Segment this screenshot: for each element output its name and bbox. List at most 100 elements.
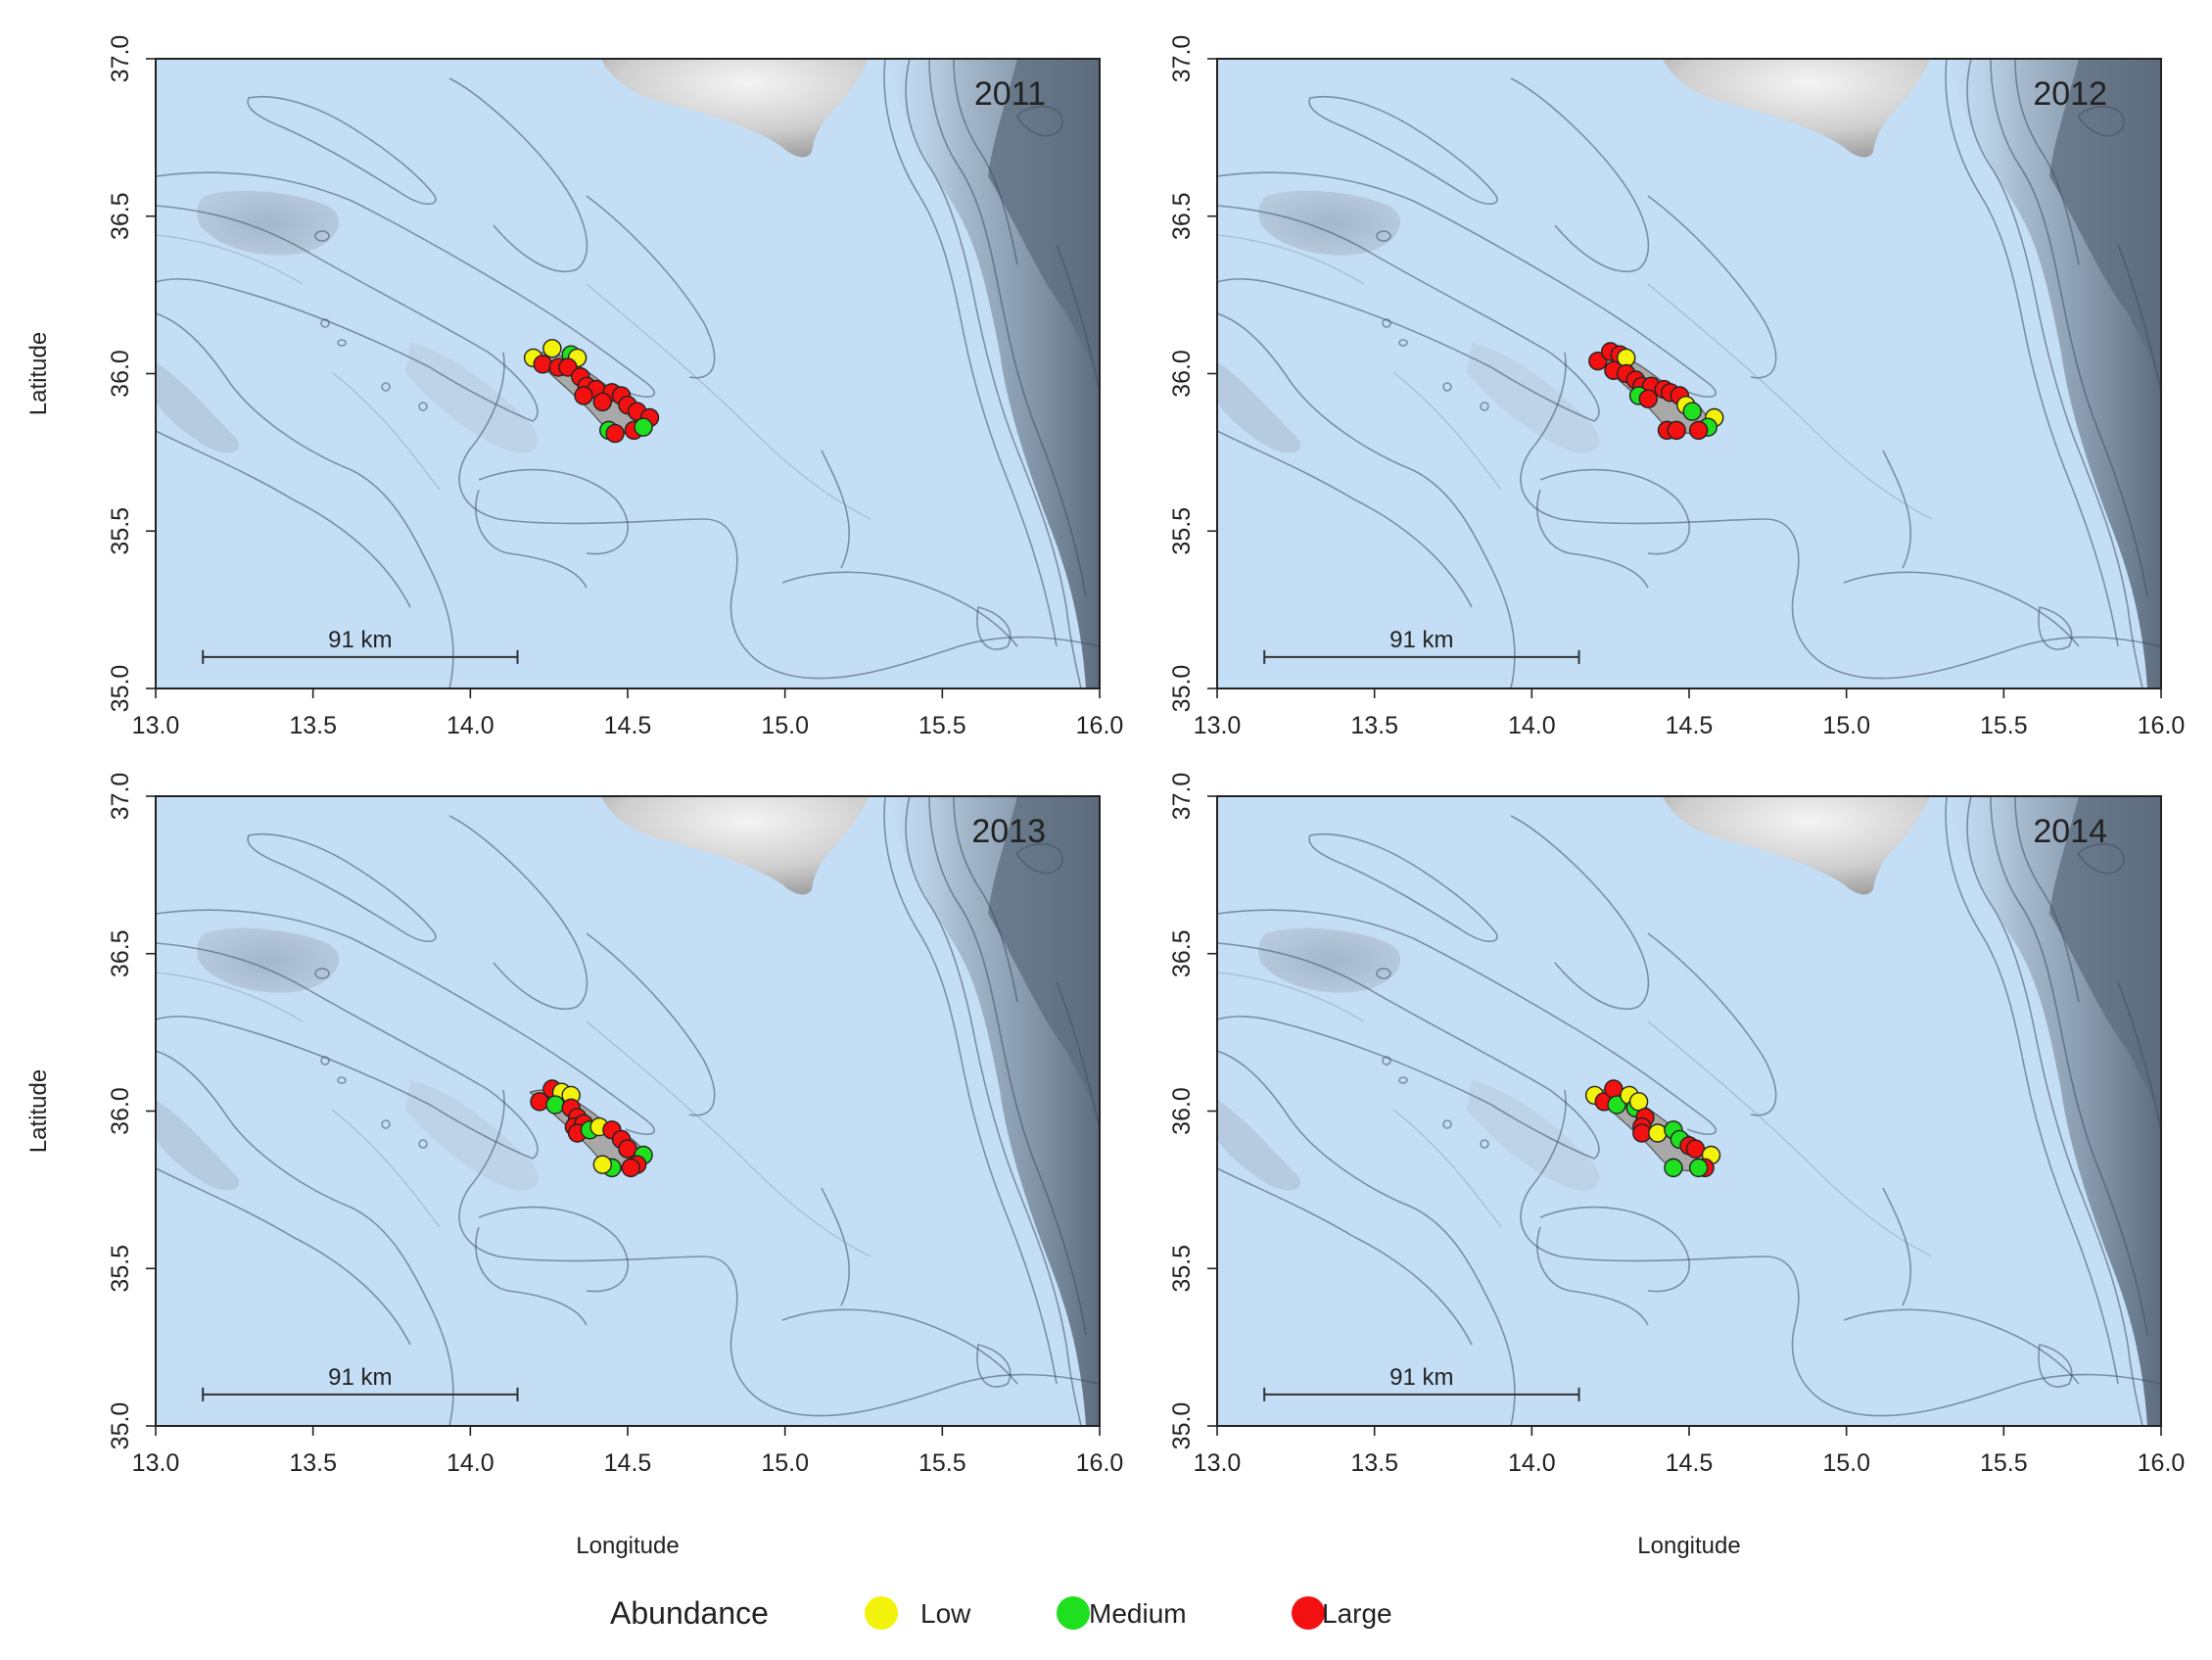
y-tick-label: 35.5 xyxy=(107,507,134,555)
y-tick-label: 36.5 xyxy=(107,192,134,240)
point-large xyxy=(1604,1079,1624,1099)
point-large xyxy=(592,392,612,412)
point-medium xyxy=(1682,402,1702,421)
map-panel-2014: 91 km 2014 13.0 13.5 14.0 14.5 15.0 15.5 16.0 35.… xyxy=(1168,773,2185,1559)
map-panel-2012: 91 km 2012 13.0 13.5 14.0 14.5 15.0 15.5 16.0 35.… xyxy=(1168,35,2185,739)
y-tick-label: 35.5 xyxy=(1168,1245,1196,1293)
point-large xyxy=(1638,389,1658,408)
y-tick-label: 35.5 xyxy=(107,1245,134,1293)
x-tick-label: 15.0 xyxy=(1822,1449,1870,1477)
point-medium xyxy=(1664,1158,1683,1178)
y-tick-label: 37.0 xyxy=(1168,773,1196,821)
map-panel-2011: 91 km 2011 13.0 13.5 14.0 14.5 15.0 15.5 16.0 35.… xyxy=(25,35,1123,739)
y-axis-title: Latitude xyxy=(25,1069,52,1153)
point-low xyxy=(592,1155,612,1174)
x-tick-label: 13.0 xyxy=(1194,712,1242,739)
legend-item-large: Large xyxy=(1292,1596,1392,1630)
point-medium xyxy=(545,1095,565,1115)
point-large xyxy=(1632,1123,1652,1143)
point-large xyxy=(1588,351,1608,371)
scale-bar: 91 km xyxy=(202,627,519,664)
x-tick-label: 16.0 xyxy=(1076,712,1124,739)
point-low xyxy=(1648,1123,1668,1143)
map-panel-2013: 91 km 2013 13.0 13.5 14.0 14.5 15.0 15.5 16.0 35.… xyxy=(25,773,1123,1559)
x-tick-label: 15.5 xyxy=(1980,1449,2028,1477)
x-tick-label: 15.5 xyxy=(1980,712,2028,739)
y-tick-label: 36.5 xyxy=(1168,929,1196,977)
point-medium xyxy=(1607,1095,1626,1115)
scale-bar-label: 91 km xyxy=(1389,1364,1453,1391)
x-tick-label: 16.0 xyxy=(2138,712,2186,739)
y-tick-label: 35.0 xyxy=(107,1402,134,1450)
x-tick-label: 14.5 xyxy=(1666,1449,1714,1477)
y-axis-title: Latitude xyxy=(25,332,52,415)
point-large xyxy=(605,423,625,444)
point-large xyxy=(1685,1139,1706,1159)
scale-bar-label: 91 km xyxy=(328,627,392,653)
point-large xyxy=(558,357,578,377)
point-large xyxy=(618,1139,637,1159)
y-tick-label: 36.5 xyxy=(1168,192,1196,240)
panel-year-label: 2011 xyxy=(974,75,1046,113)
y-tick-label: 35.0 xyxy=(107,665,134,713)
x-tick-label: 13.5 xyxy=(289,1449,337,1477)
x-tick-label: 14.0 xyxy=(1508,1449,1556,1477)
point-low xyxy=(542,339,562,358)
x-axis-title: Longitude xyxy=(576,1533,679,1559)
x-tick-label: 13.0 xyxy=(1194,1449,1242,1477)
x-tick-label: 15.0 xyxy=(761,1449,809,1477)
point-large xyxy=(1688,420,1709,441)
legend-swatch-low xyxy=(865,1596,898,1630)
bathymetry-base xyxy=(1217,59,2161,688)
scale-bar: 91 km xyxy=(1263,627,1580,664)
panel-year-label: 2014 xyxy=(2033,813,2107,850)
legend-item-low: Low xyxy=(865,1596,971,1630)
x-tick-label: 14.0 xyxy=(1508,712,1556,739)
x-tick-label: 16.0 xyxy=(2138,1449,2186,1477)
point-large xyxy=(1667,420,1686,441)
legend-label: Medium xyxy=(1089,1598,1187,1629)
y-tick-label: 37.0 xyxy=(107,35,134,83)
y-tick-label: 36.5 xyxy=(107,929,134,977)
legend-label: Low xyxy=(920,1598,971,1629)
bathymetry-base xyxy=(156,59,1100,688)
y-tick-label: 37.0 xyxy=(1168,35,1196,83)
x-tick-label: 16.0 xyxy=(1076,1449,1124,1477)
x-tick-label: 15.0 xyxy=(1822,712,1870,739)
scale-bar-label: 91 km xyxy=(1389,627,1453,653)
x-tick-label: 14.5 xyxy=(1666,712,1714,739)
x-tick-label: 13.0 xyxy=(132,1449,180,1477)
point-large xyxy=(533,355,552,374)
x-tick-label: 14.5 xyxy=(604,1449,652,1477)
scale-bar: 91 km xyxy=(1263,1364,1580,1401)
x-tick-label: 13.5 xyxy=(289,712,337,739)
x-axis-title: Longitude xyxy=(1637,1533,1740,1559)
x-tick-label: 13.0 xyxy=(132,712,180,739)
scale-bar-label: 91 km xyxy=(328,1364,392,1391)
x-tick-label: 14.0 xyxy=(447,1449,494,1477)
abundance-legend: Abundance Low Medium Large xyxy=(610,1595,1392,1631)
x-tick-label: 14.5 xyxy=(604,712,652,739)
y-tick-label: 36.0 xyxy=(107,1087,134,1135)
x-tick-label: 13.5 xyxy=(1350,712,1398,739)
y-tick-label: 36.0 xyxy=(1168,350,1196,398)
y-tick-label: 35.5 xyxy=(1168,507,1196,555)
y-tick-label: 35.0 xyxy=(1168,1402,1196,1450)
point-medium xyxy=(1688,1158,1709,1178)
panel-year-label: 2013 xyxy=(971,813,1046,850)
point-large xyxy=(574,386,593,405)
panel-year-label: 2012 xyxy=(2033,75,2107,113)
x-tick-label: 15.5 xyxy=(918,1449,966,1477)
bathymetry-base xyxy=(156,796,1100,1426)
x-tick-label: 14.0 xyxy=(447,712,494,739)
y-tick-label: 35.0 xyxy=(1168,665,1196,713)
x-tick-label: 13.5 xyxy=(1350,1449,1398,1477)
point-medium xyxy=(634,417,653,437)
scale-bar: 91 km xyxy=(202,1364,519,1401)
legend-title: Abundance xyxy=(610,1595,769,1631)
x-tick-label: 15.0 xyxy=(761,712,809,739)
legend-label: Large xyxy=(1322,1598,1392,1629)
y-tick-label: 36.0 xyxy=(1168,1087,1196,1135)
point-large xyxy=(621,1158,640,1178)
